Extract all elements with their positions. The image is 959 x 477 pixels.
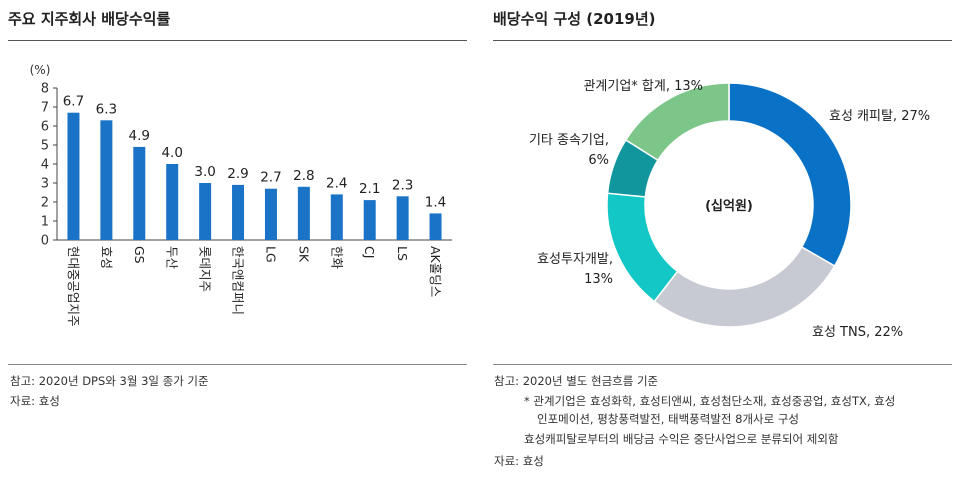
donut-slice-label: 효성 TNS, 22% [812,325,903,340]
bar-value-label: 2.4 [326,175,347,191]
donut-slice [653,245,836,328]
bar-value-label: 4.9 [129,128,150,144]
bar-chart-note: 참고: 2020년 DPS와 3월 3일 종가 기준 [10,374,209,388]
donut-slice-label: 기타 종속기업, [529,133,609,148]
bar-category-label: 효성 [99,246,114,269]
bar [232,184,245,240]
donut-slice-label: 13% [584,272,613,287]
bar-chart-source: 자료: 효성 [10,394,60,408]
bar-value-label: 2.7 [260,170,281,186]
bar-value-label: 3.0 [194,164,215,180]
bar-category-label: 현대중공업지주 [66,246,81,327]
donut-chart-note: 참고: 2020년 별도 현금흐름 기준 [494,374,659,388]
bar-category-label: 롯데지주 [198,246,213,292]
donut-slice [606,192,679,303]
bar-category-label: AK홀딩스 [428,246,443,297]
donut-center-label: (십억원) [705,198,753,214]
bar-value-label: 2.9 [227,166,248,182]
bar-value-label: 2.8 [293,168,314,184]
bar [363,200,376,240]
donut-chart-footnote-line3: 효성캐피탈로부터의 배당금 수익은 중단사업으로 분류되어 제외함 [524,432,839,446]
bar-category-label: 두산 [165,246,180,270]
y-tick-label: 2 [41,196,49,211]
donut-chart-top-rule [493,40,952,41]
bar-category-label: LG [263,246,278,263]
y-tick-label: 0 [41,234,49,249]
bar-chart-y-axis-label: (%) [30,63,51,77]
donut-slice-label: 관계기업* 합계, 13% [583,79,703,94]
donut-slice-label: 효성 캐피탈, 27% [829,109,930,124]
donut-chart: (십억원) 효성 캐피탈, 27% 효성 TNS, 22% 효성투자개발, 13% 기타… [529,79,930,340]
donut-slice-label: 효성투자개발, [537,252,613,267]
bar-category-label: GS [132,246,147,264]
bar [330,194,343,240]
bar-value-label: 6.3 [96,101,117,117]
bar-chart-top-rule [8,40,467,41]
bar-value-label: 6.7 [63,94,84,110]
bar [100,120,113,240]
bar-chart-title: 주요 지주회사 배당수익률 [8,10,171,28]
bar-value-label: 2.1 [359,181,380,197]
bar-category-label: SK [296,246,311,263]
bar [67,112,80,240]
bar-value-label: 4.0 [161,145,182,161]
donut-chart-footnote-line2: 인포메이션, 평창풍력발전, 태백풍력발전 8개사로 구성 [537,412,800,426]
bar [297,186,310,240]
y-tick-label: 8 [41,82,49,97]
bar-category-label: CJ [362,246,377,258]
y-tick-label: 6 [41,120,49,135]
bar [133,146,146,240]
donut-slice [624,82,730,162]
bar-chart: (%) 0 1 2 3 4 5 6 7 8 6.7 6.3 4.9 4.0 3.0 2.9 2.7 2.8 2.… [30,63,452,327]
y-tick-label: 4 [41,158,49,173]
donut-chart-source: 자료: 효성 [494,454,544,468]
y-tick-label: 1 [41,215,49,230]
donut-chart-title: 배당수익 구성 (2019년) [493,10,656,28]
bar [396,196,409,240]
bar-chart-bottom-rule [8,364,467,365]
donut-chart-bottom-rule [493,364,952,365]
y-tick-label: 7 [41,101,49,116]
donut-slice-label: 6% [588,153,609,168]
y-tick-label: 3 [41,177,49,192]
donut-chart-footnote-line1: * 관계기업은 효성화학, 효성티앤씨, 효성첨단소재, 효성중공업, 효성TX… [524,394,896,408]
bar [199,183,212,240]
bar-category-label: 한화 [329,246,344,270]
bar-category-label: LS [395,246,410,261]
y-tick-label: 5 [41,139,49,154]
bar-value-label: 2.3 [392,177,413,193]
bar-category-label: 한국앤컴퍼니 [231,246,246,315]
bar-value-label: 1.4 [425,194,446,210]
bar [166,164,179,240]
bar [429,213,442,240]
bar [264,188,277,240]
